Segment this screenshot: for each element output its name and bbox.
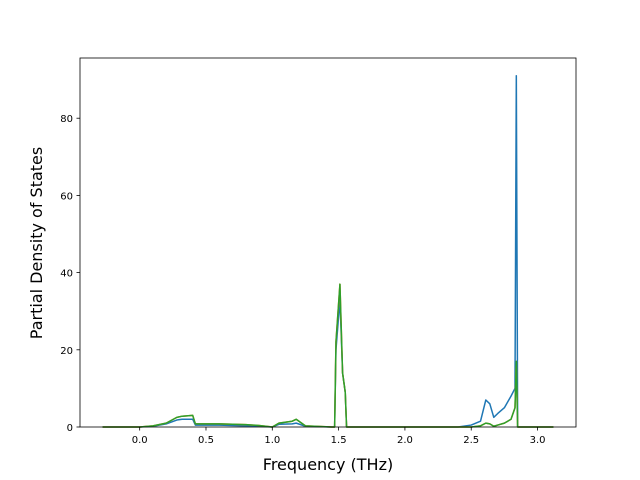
x-tick-label: 0.5 xyxy=(198,435,214,446)
x-tick-label: 2.0 xyxy=(397,435,413,446)
series-line xyxy=(102,75,554,428)
y-tick-label: 0 xyxy=(67,423,73,434)
x-tick-label: 1.5 xyxy=(331,435,347,446)
x-axis-label: Frequency (THz) xyxy=(263,455,393,474)
y-tick-label: 80 xyxy=(60,114,73,125)
y-axis-label: Partial Density of States xyxy=(27,147,46,339)
x-tick-label: 0.0 xyxy=(132,435,148,446)
plot-frame xyxy=(79,57,577,428)
x-tick-label: 2.5 xyxy=(463,435,479,446)
y-tick-label: 40 xyxy=(60,269,73,280)
y-tick-label: 60 xyxy=(60,191,73,202)
series-line xyxy=(102,283,554,428)
x-tick-label: 3.0 xyxy=(530,435,546,446)
x-tick-label: 1.0 xyxy=(264,435,280,446)
y-tick-label: 20 xyxy=(60,346,73,357)
series-line xyxy=(102,283,554,428)
